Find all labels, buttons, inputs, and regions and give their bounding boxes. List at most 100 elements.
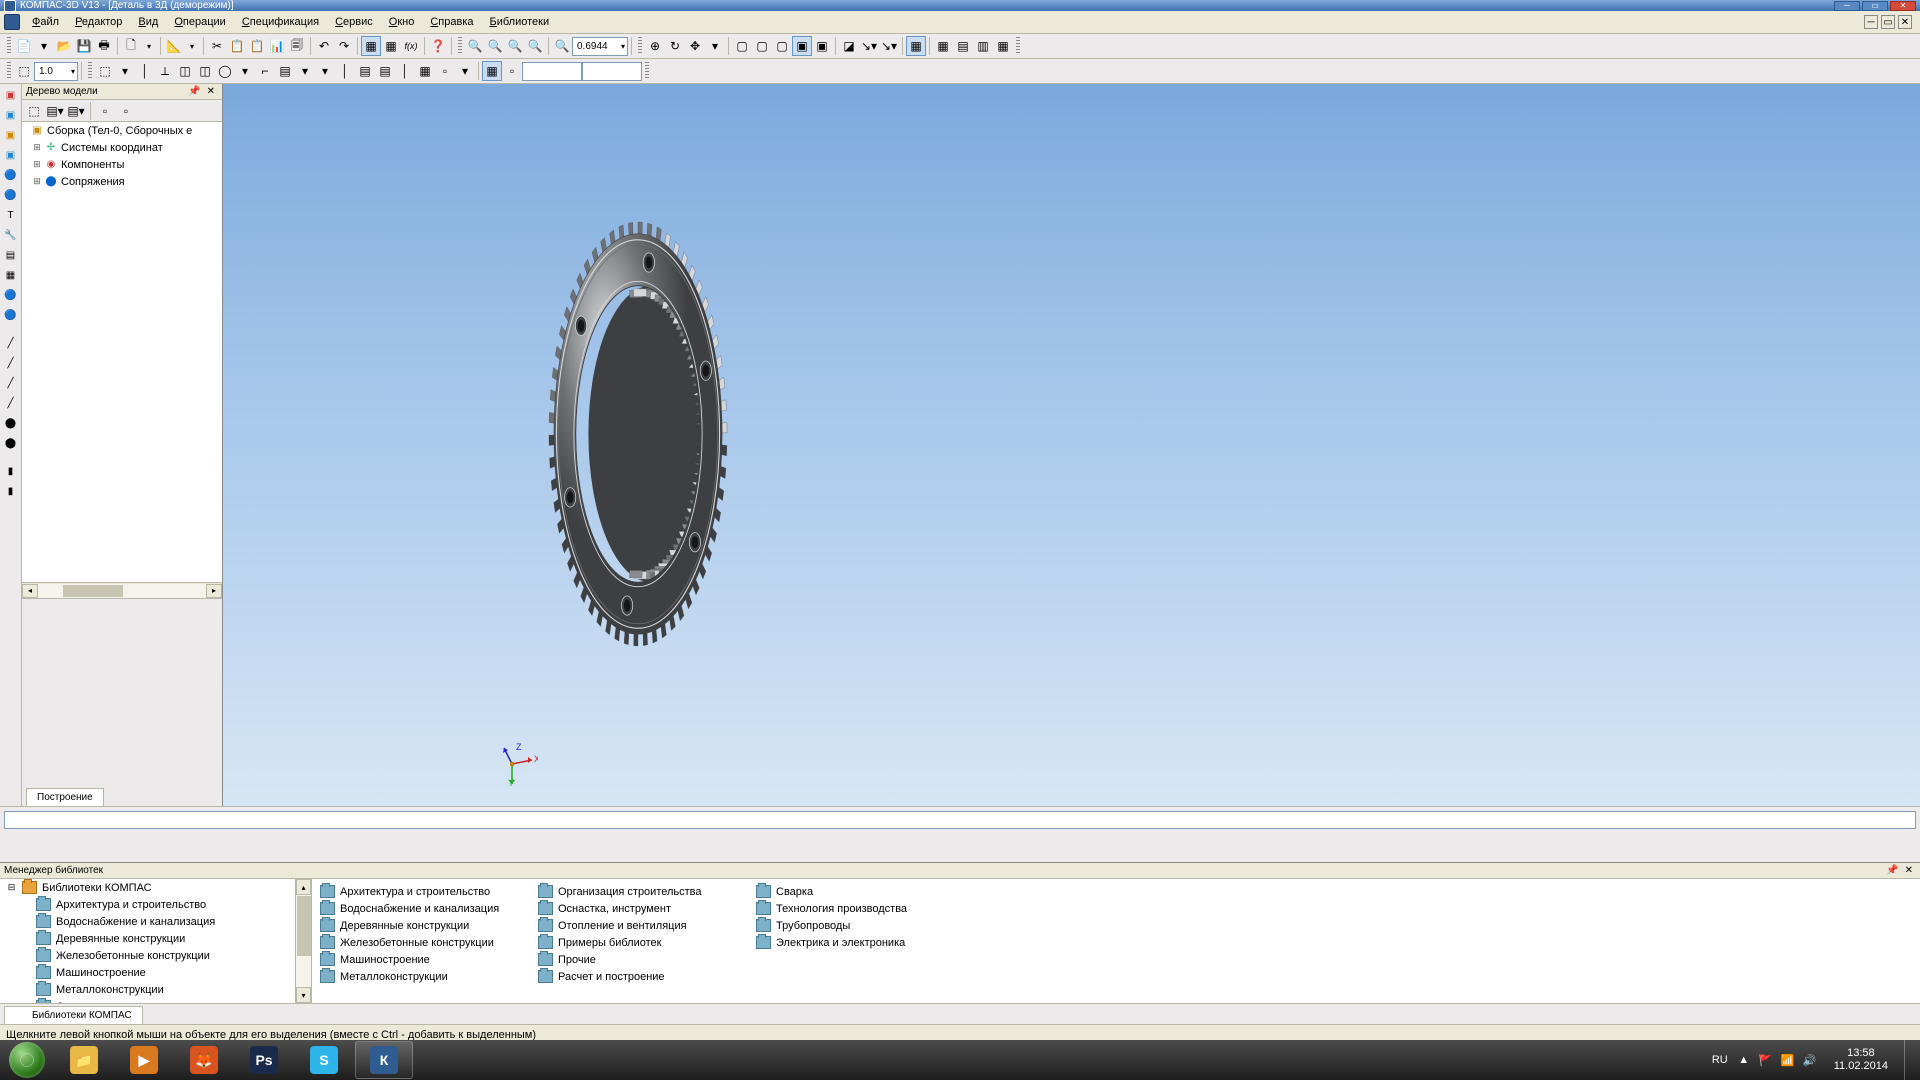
lib-tree-item[interactable]: Деревянные конструкции [0, 930, 311, 947]
property-input[interactable] [4, 811, 1916, 829]
param-input[interactable] [582, 62, 642, 81]
menu-редактор[interactable]: Редактор [67, 13, 130, 31]
side-tool-button[interactable]: ▣ [2, 126, 20, 144]
tree-tb-button[interactable]: ▤▾ [66, 101, 86, 121]
tool-button[interactable]: ▢ [772, 36, 792, 56]
side-tool-button[interactable]: ▦ [2, 266, 20, 284]
tool-button[interactable]: ▤ [375, 61, 395, 81]
tool-button[interactable]: ◯ [215, 61, 235, 81]
tool-button[interactable]: 📋 [247, 36, 267, 56]
tool-button[interactable]: ✥ [685, 36, 705, 56]
tree-tb-button[interactable]: ▫ [95, 101, 115, 121]
side-tool-button[interactable]: T [2, 206, 20, 224]
zoom-combo[interactable]: 0.6944 [572, 37, 628, 56]
tool-button[interactable]: ↘▾ [859, 36, 879, 56]
side-tool-button[interactable]: ▮ [2, 482, 20, 500]
tray-icon[interactable]: 🔊 [1802, 1052, 1818, 1068]
expand-icon[interactable]: ⊞ [30, 176, 44, 187]
tool-button[interactable]: ▾ [705, 36, 725, 56]
fx-button[interactable]: f(x) [401, 36, 421, 56]
taskbar-item[interactable]: S [295, 1041, 353, 1079]
menu-сервис[interactable]: Сервис [327, 13, 381, 31]
close-panel-button[interactable]: ✕ [1902, 865, 1916, 876]
tool-button[interactable]: ▫ [435, 61, 455, 81]
taskbar-item[interactable]: 🦊 [175, 1041, 233, 1079]
tool-button[interactable]: ▤ [275, 61, 295, 81]
menu-окно[interactable]: Окно [381, 13, 423, 31]
grip[interactable] [7, 37, 11, 55]
tool-button[interactable]: ▾ [115, 61, 135, 81]
tool-button[interactable]: 🔍 [485, 36, 505, 56]
tool-button[interactable]: ▾ [295, 61, 315, 81]
side-tool-button[interactable]: ▣ [2, 86, 20, 104]
grip[interactable] [638, 37, 642, 55]
tool-button[interactable]: ▤ [953, 36, 973, 56]
tool-button[interactable]: 🔍 [505, 36, 525, 56]
tool-button[interactable]: ▾ [455, 61, 475, 81]
tray-icon[interactable]: 🚩 [1758, 1052, 1774, 1068]
side-tool-button[interactable]: 🔵 [2, 186, 20, 204]
tool-button[interactable]: ▣ [812, 36, 832, 56]
scroll-down-button[interactable]: ▾ [296, 987, 311, 1003]
start-button[interactable] [0, 1040, 54, 1080]
close-panel-button[interactable]: ✕ [204, 86, 218, 97]
grip[interactable] [645, 62, 649, 80]
lib-list-item[interactable]: Трубопроводы [756, 917, 956, 934]
tool-button[interactable]: ▦ [906, 36, 926, 56]
lib-list-item[interactable]: Организация строительства [538, 883, 738, 900]
menu-библиотеки[interactable]: Библиотеки [482, 13, 558, 31]
lib-tree[interactable]: ⊟ Библиотеки КОМПАС Архитектура и строит… [0, 879, 312, 1003]
tool-button[interactable]: ▦ [361, 36, 381, 56]
grip[interactable] [458, 37, 462, 55]
tool-button[interactable]: 🔍 [552, 36, 572, 56]
tool-button[interactable]: │ [395, 61, 415, 81]
lib-tree-item[interactable]: Архитектура и строительство [0, 896, 311, 913]
help-button[interactable]: ❓ [428, 36, 448, 56]
doc-icon[interactable] [4, 14, 20, 30]
expand-icon[interactable]: ⊞ [30, 142, 44, 153]
side-tool-button[interactable]: ▮ [2, 462, 20, 480]
side-tool-button[interactable]: ⬤ [2, 434, 20, 452]
tray-icon[interactable]: 📶 [1780, 1052, 1796, 1068]
mdi-minimize-button[interactable]: ─ [1864, 15, 1878, 29]
lib-list-item[interactable]: Железобетонные конструкции [320, 934, 520, 951]
tool-button[interactable]: ⬚ [14, 61, 34, 81]
lib-list-item[interactable]: Деревянные конструкции [320, 917, 520, 934]
lib-tree-item[interactable]: Металлоконструкции [0, 981, 311, 998]
tool-button[interactable]: ▢ [732, 36, 752, 56]
tree-item[interactable]: ⊞✢Системы координат [22, 139, 222, 156]
tree-tb-button[interactable]: ▫ [116, 101, 136, 121]
tool-button[interactable]: ▦ [482, 61, 502, 81]
lib-list-item[interactable]: Электрика и электроника [756, 934, 956, 951]
param-input[interactable] [522, 62, 582, 81]
side-tool-button[interactable]: ⬤ [2, 414, 20, 432]
tool-button[interactable]: │ [335, 61, 355, 81]
tool-button[interactable]: 📋 [227, 36, 247, 56]
side-tool-button[interactable]: ▤ [2, 246, 20, 264]
lib-list-item[interactable]: Водоснабжение и канализация [320, 900, 520, 917]
tool-button[interactable]: 📐 [164, 36, 184, 56]
scale-combo[interactable]: 1.0 [34, 62, 78, 81]
tool-button[interactable]: ↻ [665, 36, 685, 56]
menu-вид[interactable]: Вид [130, 13, 166, 31]
show-desktop-button[interactable] [1904, 1040, 1914, 1080]
tool-button[interactable]: ◫ [175, 61, 195, 81]
tool-button[interactable]: ▾ [235, 61, 255, 81]
menu-файл[interactable]: Файл [24, 13, 67, 31]
taskbar-item[interactable]: К [355, 1041, 413, 1079]
side-tool-button[interactable]: ╱ [2, 334, 20, 352]
lang-indicator[interactable]: RU [1712, 1054, 1728, 1066]
tool-button[interactable]: 🔍 [525, 36, 545, 56]
menu-справка[interactable]: Справка [422, 13, 481, 31]
lib-list-item[interactable]: Архитектура и строительство [320, 883, 520, 900]
menu-спецификация[interactable]: Спецификация [234, 13, 327, 31]
tool-button[interactable]: ⬚ [95, 61, 115, 81]
side-tool-button[interactable]: 🔵 [2, 166, 20, 184]
side-tool-button[interactable]: ▣ [2, 146, 20, 164]
side-tool-button[interactable]: 🔧 [2, 226, 20, 244]
mdi-restore-button[interactable]: ▭ [1881, 15, 1895, 29]
lib-tree-item[interactable]: Железобетонные конструкции [0, 947, 311, 964]
scroll-right-button[interactable]: ▸ [206, 584, 222, 598]
tool-button[interactable]: ▾ [315, 61, 335, 81]
tool-button[interactable]: 🖶 [94, 36, 114, 56]
